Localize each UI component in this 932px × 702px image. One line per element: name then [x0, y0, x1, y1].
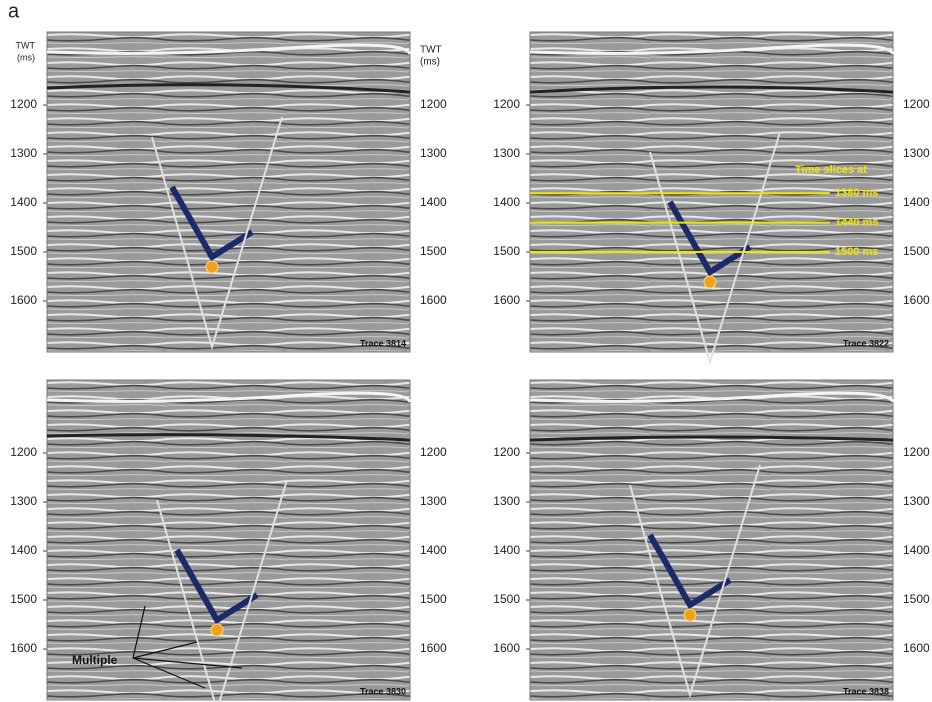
trace-label: Trace 3830 — [360, 686, 406, 696]
y-tick-label-right: 1200 — [903, 97, 930, 111]
axis-title-left: TWT — [16, 40, 36, 50]
figure: a 1200 1200 1300 1300 1400 1400 1500 1500 1600 16… — [0, 0, 932, 702]
y-tick-label-right: 1500 — [903, 244, 930, 258]
y-tick-label-left: 1300 — [10, 494, 37, 508]
time-slice-label: 1380 ms — [835, 187, 878, 199]
seismic-image — [47, 380, 410, 700]
y-tick-label-right: 1400 — [420, 195, 447, 209]
trace-label: Trace 3822 — [843, 338, 889, 348]
y-tick-label-left: 1500 — [493, 592, 520, 606]
y-tick-label-right: 1300 — [903, 494, 930, 508]
time-slices-title: Time slices at — [795, 164, 867, 176]
y-tick-label-right: 1500 — [420, 592, 447, 606]
time-slice-label: 1500 ms — [835, 246, 878, 258]
y-tick-label-right: 1600 — [903, 641, 930, 655]
seismic-panel: 1200 1200 1300 1300 1400 1400 1500 1500 1600 1600… — [10, 380, 447, 702]
axis-title-left: (ms) — [17, 52, 35, 62]
y-tick-label-right: 1400 — [903, 195, 930, 209]
y-tick-label-right: 1300 — [903, 146, 930, 160]
y-tick-label-left: 1600 — [10, 293, 37, 307]
y-tick-label-left: 1400 — [10, 195, 37, 209]
trace-label: Trace 3838 — [843, 686, 889, 696]
y-tick-label-left: 1300 — [493, 494, 520, 508]
figure-label: a — [8, 0, 20, 22]
y-tick-label-left: 1400 — [493, 543, 520, 557]
y-tick-label-right: 1300 — [420, 494, 447, 508]
y-tick-label-left: 1500 — [493, 244, 520, 258]
y-tick-label-right: 1200 — [903, 445, 930, 459]
y-tick-label-right: 1300 — [420, 146, 447, 160]
axis-title-right: TWT — [420, 45, 442, 56]
bright-spot — [684, 609, 696, 621]
y-tick-label-left: 1200 — [10, 445, 37, 459]
y-tick-label-right: 1400 — [420, 543, 447, 557]
y-tick-label-left: 1300 — [10, 146, 37, 160]
y-tick-label-right: 1600 — [420, 293, 447, 307]
seismic-image — [47, 32, 410, 352]
y-tick-label-left: 1200 — [493, 97, 520, 111]
y-tick-label-left: 1300 — [493, 146, 520, 160]
y-tick-label-left: 1600 — [493, 641, 520, 655]
y-tick-label-left: 1600 — [493, 293, 520, 307]
y-tick-label-right: 1400 — [903, 543, 930, 557]
seismic-panel: 1200 1200 1300 1300 1400 1400 1500 1500 1600 1600… — [10, 32, 447, 352]
y-tick-label-left: 1400 — [10, 543, 37, 557]
y-tick-label-left: 1500 — [10, 244, 37, 258]
y-tick-label-left: 1500 — [10, 592, 37, 606]
y-tick-label-right: 1200 — [420, 97, 447, 111]
y-tick-label-left: 1200 — [10, 97, 37, 111]
multiple-label: Multiple — [72, 653, 118, 667]
y-tick-label-right: 1500 — [903, 592, 930, 606]
y-tick-label-right: 1600 — [903, 293, 930, 307]
bright-spot — [211, 624, 223, 636]
seismic-panel: 1200 1200 1300 1300 1400 1400 1500 1500 1600 1600… — [493, 32, 930, 362]
y-tick-label-left: 1400 — [493, 195, 520, 209]
bright-spot — [704, 276, 716, 288]
seismic-panel: 1200 1200 1300 1300 1400 1400 1500 1500 1600 1600… — [493, 380, 930, 700]
y-tick-label-left: 1200 — [493, 445, 520, 459]
axis-title-right: (ms) — [420, 57, 440, 68]
y-tick-label-right: 1200 — [420, 445, 447, 459]
time-slice-label: 1440 ms — [835, 217, 878, 229]
trace-label: Trace 3814 — [360, 338, 406, 348]
seismic-image — [530, 380, 893, 700]
y-tick-label-left: 1600 — [10, 641, 37, 655]
y-tick-label-right: 1500 — [420, 244, 447, 258]
bright-spot — [206, 261, 218, 273]
y-tick-label-right: 1600 — [420, 641, 447, 655]
